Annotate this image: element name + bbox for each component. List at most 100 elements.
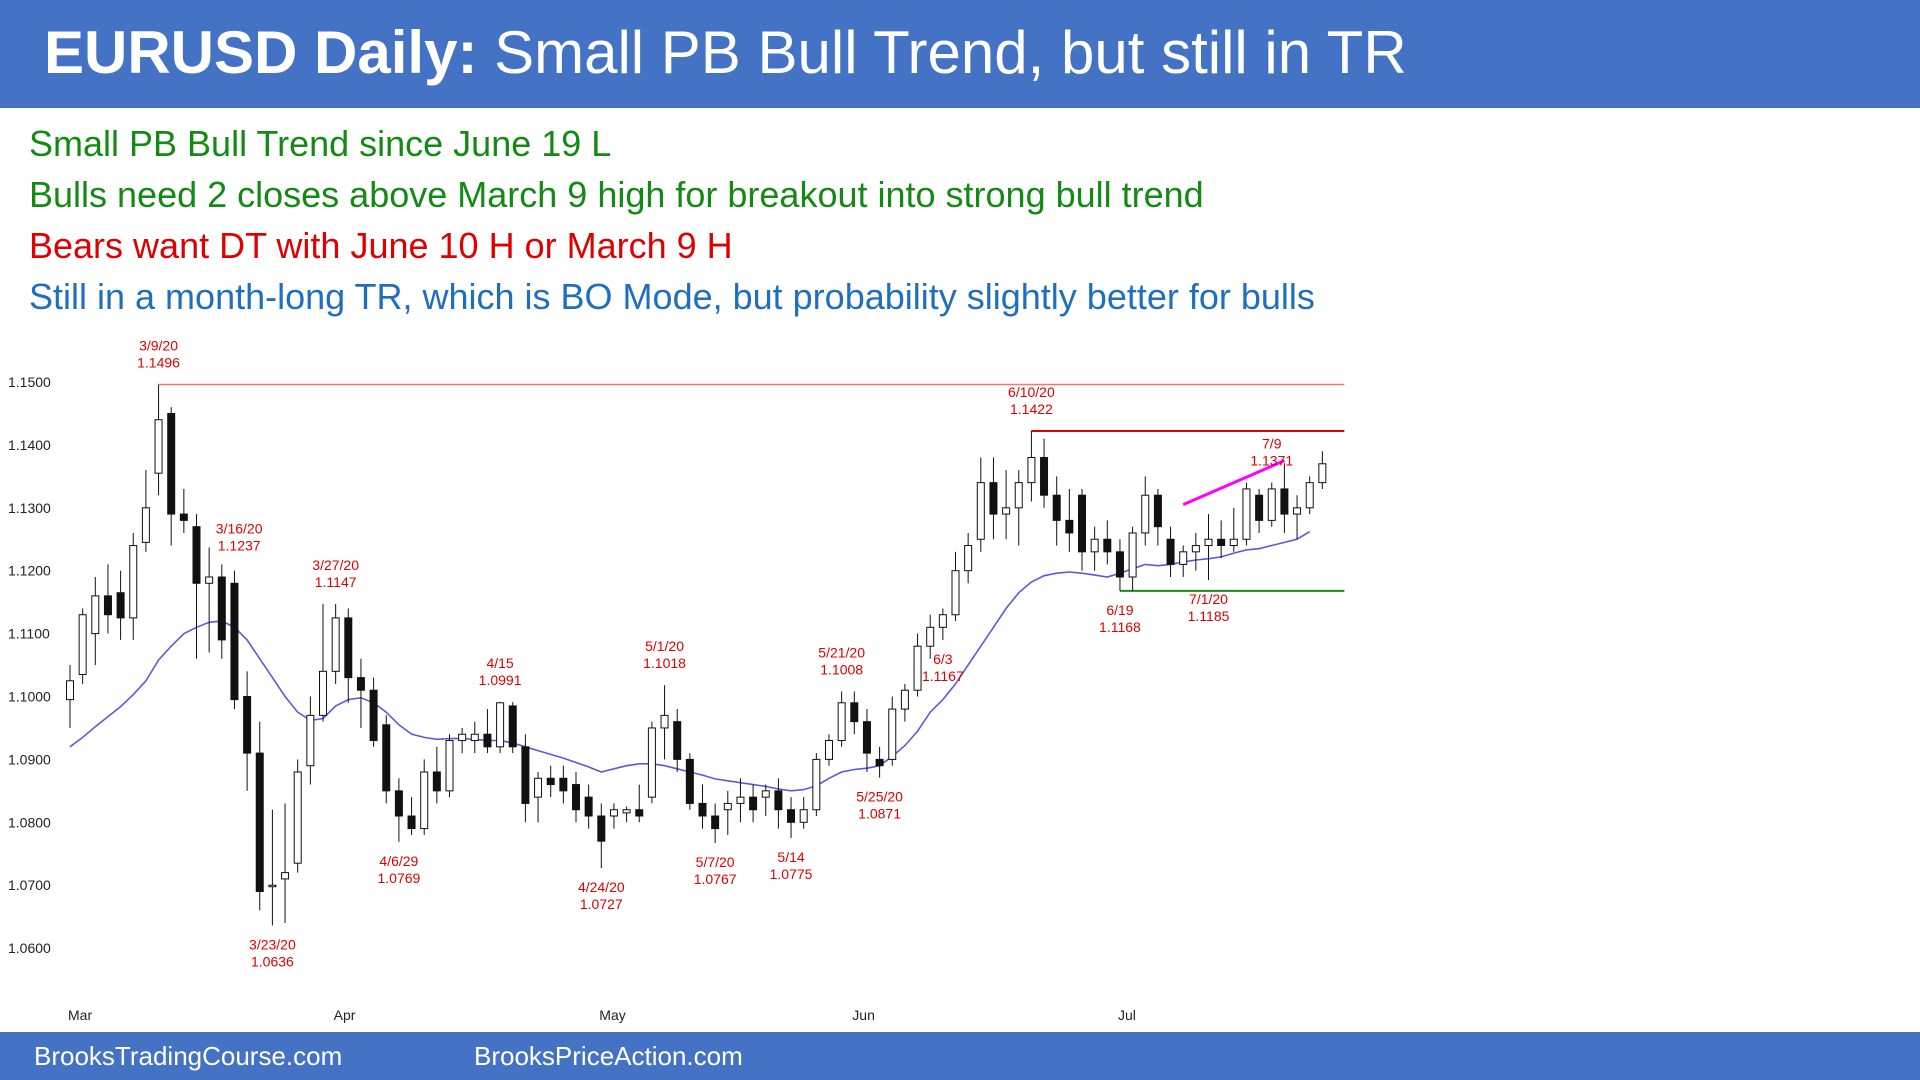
x-tick-label: Jul	[1118, 1007, 1136, 1023]
bear-candle-body	[432, 771, 441, 792]
y-tick-label: 1.1100	[8, 626, 50, 642]
y-axis: 1.1500 1.1400 1.1300 1.1200 1.1100 1.1000 1.09…	[8, 374, 51, 956]
bull-candle-body	[1179, 551, 1188, 565]
price-annotation: 4/151.0991	[479, 655, 522, 688]
candle	[1191, 532, 1200, 571]
footer-left-link[interactable]: BrooksTradingCourse.com	[34, 1041, 343, 1071]
bull-candle-body	[825, 740, 833, 760]
bear-candle-body	[508, 705, 517, 748]
bear-candle-body	[1078, 494, 1086, 553]
notes-list: Small PB Bull Trend since June 19 L Bull…	[29, 118, 1315, 322]
annotation-price: 1.1167	[922, 668, 964, 684]
annotation-date: 6/3	[933, 651, 953, 667]
annotation-price: 1.0991	[479, 672, 522, 688]
bull-candle-body	[964, 545, 973, 572]
y-tick-label: 1.0900	[8, 751, 51, 767]
price-annotation: 3/16/201.1237	[216, 520, 263, 553]
bear-candle-body	[230, 582, 239, 701]
candle	[78, 608, 87, 684]
candle	[1128, 526, 1137, 591]
candle	[420, 759, 429, 835]
candle	[1027, 431, 1036, 502]
bull-candle-body	[1318, 463, 1327, 484]
price-annotation: 3/23/201.0636	[249, 936, 296, 969]
candle	[989, 457, 998, 540]
x-tick-label: Apr	[334, 1007, 356, 1023]
y-tick-label: 1.1200	[8, 563, 51, 579]
bear-candle-body	[1255, 494, 1264, 521]
bull-candle-body	[761, 790, 770, 798]
candle	[635, 784, 644, 823]
bull-candle-body	[913, 645, 922, 691]
candle	[344, 608, 353, 703]
candle	[787, 797, 796, 839]
bull-candle-body	[445, 740, 454, 792]
bull-candle-body	[1027, 456, 1036, 484]
slide-title: EURUSD Daily: Small PB Bull Trend, but s…	[44, 18, 1407, 87]
bear-candle-body	[1065, 519, 1074, 534]
bull-candle-body	[281, 872, 290, 880]
bear-candle-body	[356, 677, 365, 691]
candle	[799, 797, 808, 829]
candle	[1014, 470, 1023, 546]
annotation-date: 6/10/20	[1008, 384, 1055, 400]
slide-title-rest: Small PB Bull Trend, but still in TR	[477, 19, 1407, 86]
annotation-price: 1.0727	[580, 896, 623, 912]
annotation-price: 1.1496	[137, 355, 180, 371]
annotation-date: 4/6/29	[379, 853, 418, 869]
candle	[546, 765, 555, 798]
bear-candle-body	[217, 576, 226, 641]
candle	[116, 570, 125, 640]
candle	[521, 734, 530, 823]
bull-candle-body	[647, 727, 656, 798]
bear-candle-body	[369, 689, 378, 742]
price-annotation: 6/10/201.1422	[1008, 384, 1055, 417]
bull-candle-body	[1141, 494, 1150, 534]
candle	[774, 778, 783, 829]
price-annotation: 7/1/201.1185	[1188, 591, 1230, 624]
bull-candle-body	[1242, 488, 1251, 540]
bull-candle-body	[926, 626, 935, 647]
candle	[319, 604, 327, 722]
candle	[964, 532, 973, 584]
bear-candle-body	[483, 733, 492, 748]
candle	[356, 658, 365, 728]
bear-candle-body	[711, 815, 720, 830]
bear-candle-body	[167, 412, 176, 515]
footer-bar: BrooksTradingCourse.com BrooksPriceActio…	[0, 1032, 1920, 1080]
bull-candle-body	[268, 884, 277, 888]
bull-candle-body	[1305, 482, 1314, 509]
bear-candle-body	[1103, 538, 1112, 553]
candle	[205, 547, 214, 653]
bull-candle-body	[951, 570, 960, 616]
bull-candle-body	[660, 714, 669, 729]
annotation-date: 5/25/20	[856, 789, 903, 805]
candle	[1280, 463, 1289, 533]
annotation-date: 3/16/20	[216, 520, 263, 536]
price-annotation: 5/21/201.1008	[818, 644, 865, 677]
bull-candle-body	[331, 617, 340, 672]
bear-candle-body	[989, 482, 998, 515]
candle	[1229, 507, 1238, 552]
candle	[825, 734, 833, 766]
bull-candle-body	[1090, 538, 1099, 553]
candle	[938, 608, 947, 640]
annotation-price: 1.1422	[1010, 401, 1053, 417]
candle	[559, 765, 568, 804]
slide-title-bold: EURUSD Daily:	[44, 19, 478, 86]
candle	[812, 753, 821, 817]
annotation-date: 5/21/20	[818, 644, 865, 660]
bear-candle-body	[635, 809, 644, 817]
footer-right-link[interactable]: BrooksPriceAction.com	[474, 1041, 743, 1071]
bear-candle-body	[685, 758, 694, 804]
candle	[1065, 488, 1074, 552]
candle	[91, 576, 100, 666]
bull-candle-body	[1014, 482, 1023, 509]
annotation-price: 1.1168	[1099, 619, 1141, 635]
candle	[1204, 514, 1213, 581]
bull-candle-body	[420, 771, 429, 830]
bear-candle-body	[407, 815, 416, 830]
candle	[736, 778, 745, 823]
annotation-price: 1.1237	[218, 537, 261, 553]
bull-candle-body	[306, 714, 315, 767]
